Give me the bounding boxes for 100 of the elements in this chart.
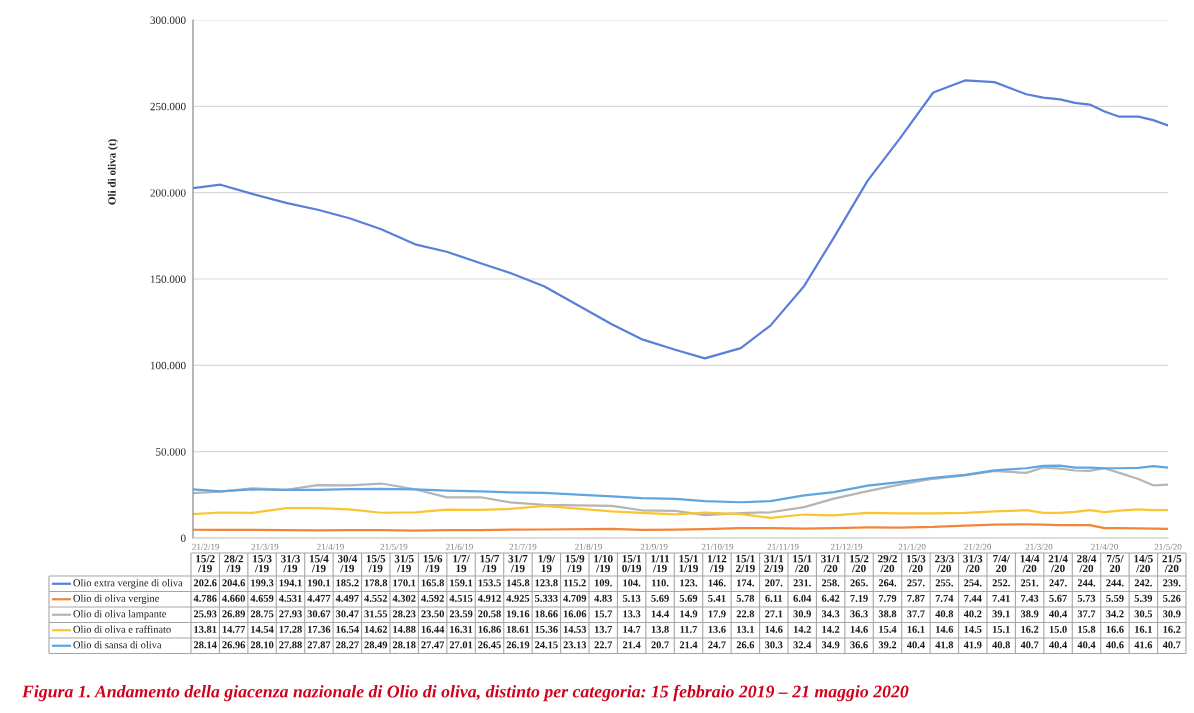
data-label: 40.4 <box>1049 641 1067 649</box>
data-label: 13.8 <box>651 625 669 633</box>
data-label: 15.8 <box>1078 625 1096 633</box>
data-label: 22.7 <box>594 641 613 649</box>
x-tick-label: 21/12/19 <box>830 543 863 550</box>
category-label: 28/2/19 <box>224 554 244 573</box>
data-label: 13.3 <box>623 610 641 618</box>
y-tick-label: 200.000 <box>150 189 186 197</box>
data-label: 6.04 <box>793 594 812 602</box>
data-label: 20.7 <box>651 641 669 649</box>
category-label: 15/11/19 <box>679 554 698 573</box>
category-label: 14/4/20 <box>1020 554 1040 573</box>
data-label: 23.59 <box>449 610 473 618</box>
data-label: 4.83 <box>594 594 612 602</box>
data-label: 264. <box>878 579 897 587</box>
data-label: 13.1 <box>737 625 754 633</box>
data-label: 30.47 <box>336 610 359 618</box>
data-label: 30.3 <box>765 641 783 649</box>
data-label: 194.1 <box>279 579 302 587</box>
data-label: 20.58 <box>478 610 501 618</box>
data-label: 115.2 <box>564 579 586 587</box>
data-label: 159.1 <box>450 579 473 587</box>
data-label: 7.19 <box>850 594 868 602</box>
data-label: 109. <box>594 579 612 587</box>
data-label: 36.6 <box>850 641 868 649</box>
data-label: 14.54 <box>251 625 274 633</box>
category-label: 1/9/19 <box>538 554 556 573</box>
data-label: 16.6 <box>1106 625 1124 633</box>
data-label: 7.43 <box>1021 594 1039 602</box>
data-label: 5.73 <box>1077 594 1096 602</box>
data-label: 14.62 <box>364 625 388 633</box>
y-tick-label: 50.000 <box>156 448 186 456</box>
data-label: 14.53 <box>563 625 587 633</box>
data-label: 146. <box>708 579 726 587</box>
x-tick-label: 21/7/19 <box>509 543 537 550</box>
data-label: 5.69 <box>651 594 669 602</box>
data-label: 14.77 <box>222 625 246 633</box>
data-label: 27.01 <box>449 641 473 649</box>
data-label: 244. <box>1106 579 1124 587</box>
data-label: 252. <box>992 579 1010 587</box>
category-label: 15/5/19 <box>366 554 386 573</box>
data-label: 17.36 <box>308 625 331 633</box>
data-label: 14.5 <box>964 625 982 633</box>
data-label: 27.93 <box>279 610 302 618</box>
data-label: 5.69 <box>679 594 698 602</box>
data-label: 14.88 <box>393 625 416 633</box>
data-label: 15.36 <box>535 625 558 633</box>
data-label: 265. <box>850 579 868 587</box>
data-label: 36.3 <box>850 610 868 618</box>
data-label: 30.67 <box>307 610 331 618</box>
x-tick-label: 21/10/19 <box>701 543 734 550</box>
data-label: 22.8 <box>736 610 755 618</box>
data-label: 31.55 <box>364 610 388 618</box>
x-tick-label: 21/8/19 <box>575 543 602 550</box>
data-label: 17.9 <box>708 610 726 618</box>
x-tick-label: 21/5/20 <box>1154 543 1182 550</box>
data-label: 40.4 <box>906 641 925 649</box>
legend-label: Olio di oliva vergine <box>73 594 159 604</box>
category-label: 30/4/19 <box>337 554 358 573</box>
data-label: 174. <box>737 579 755 587</box>
data-label: 17.28 <box>279 625 302 633</box>
data-label: 231. <box>793 579 811 587</box>
category-label: 14/5/20 <box>1134 554 1153 573</box>
data-label: 16.86 <box>478 625 501 633</box>
data-label: 4.786 <box>193 594 217 602</box>
category-label: 7/4/20 <box>993 555 1010 573</box>
data-label: 21.4 <box>622 641 641 649</box>
data-label: 123. <box>680 579 698 587</box>
data-label: 41.9 <box>963 641 982 649</box>
x-tick-label: 21/3/19 <box>251 543 279 550</box>
data-label: 15.4 <box>879 625 897 633</box>
category-label: 15/6/19 <box>423 554 443 573</box>
legend-label: Olio di oliva e raffinato <box>73 625 171 633</box>
data-label: 37.7 <box>1077 610 1096 618</box>
data-label: 40.2 <box>963 610 982 618</box>
data-label: 7.41 <box>992 594 1010 602</box>
data-label: 4.592 <box>421 594 444 602</box>
data-label: 15.7 <box>594 610 613 618</box>
text: Figura 1. Andamento della giacenza nazionale di Olio di oliva, distinto per categoria: 15 febbraio 2019 – 21 maggio 2020 <box>21 684 909 702</box>
y-tick-label: 300.000 <box>150 16 186 25</box>
data-label: 24.7 <box>708 641 726 649</box>
data-label: 13.7 <box>594 625 613 633</box>
data-label: 239. <box>1163 579 1181 587</box>
category-label: 15/7/19 <box>480 554 500 573</box>
data-label: 37.7 <box>907 610 925 618</box>
data-label: 40.8 <box>935 610 954 618</box>
data-label: 30.9 <box>1163 610 1181 618</box>
category-label: 1/12/19 <box>707 554 727 573</box>
data-label: 23.13 <box>563 641 587 649</box>
data-label: 26.6 <box>736 641 755 649</box>
data-label: 26.19 <box>506 641 530 649</box>
data-label: 15.0 <box>1049 625 1067 633</box>
data-label: 257. <box>907 579 925 587</box>
data-label: 145.8 <box>507 579 530 587</box>
data-label: 4.659 <box>250 594 274 602</box>
category-label: 31/7/19 <box>508 554 528 573</box>
data-label: 13.6 <box>708 625 726 633</box>
data-label: 14.6 <box>765 625 783 633</box>
data-label: 28.10 <box>250 641 274 649</box>
x-tick-label: 21/6/19 <box>446 543 473 550</box>
